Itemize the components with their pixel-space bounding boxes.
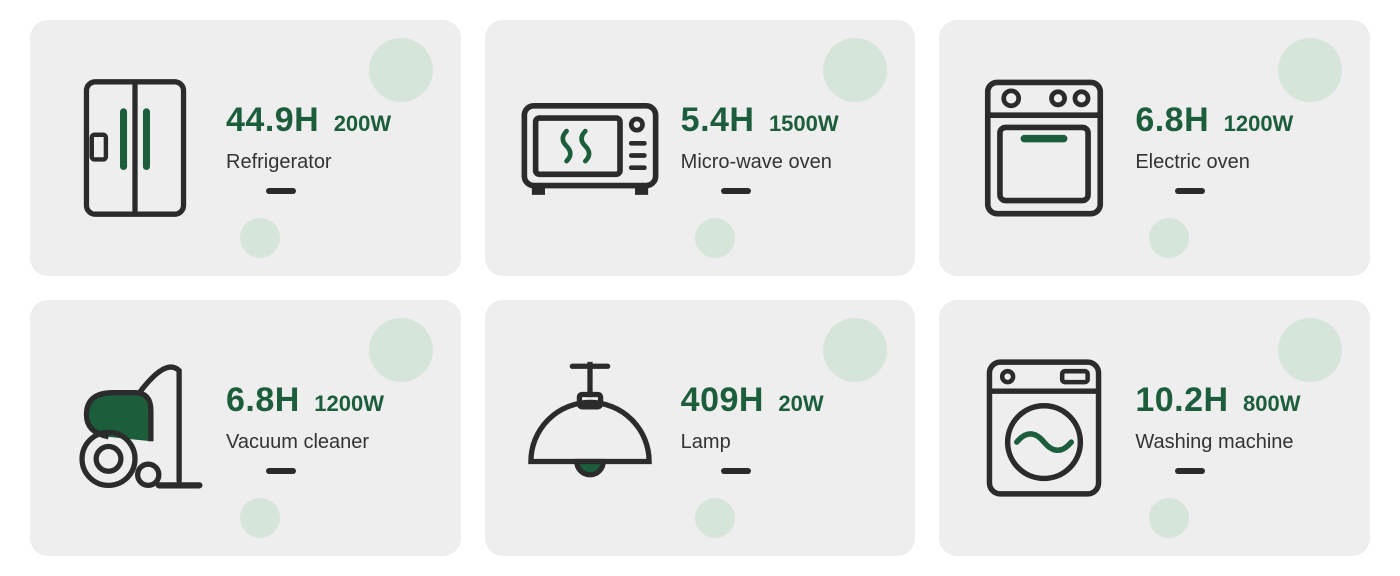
washing-machine-icon bbox=[959, 343, 1129, 513]
watts-value: 20W bbox=[778, 391, 823, 416]
decor-circle bbox=[695, 498, 735, 538]
decor-circle bbox=[369, 318, 433, 382]
card-info: 5.4H 1500W Micro-wave oven bbox=[675, 103, 896, 194]
lamp-icon bbox=[505, 343, 675, 513]
underline-dash bbox=[721, 188, 751, 194]
hours-value: 409H bbox=[681, 381, 764, 419]
decor-circle bbox=[369, 38, 433, 102]
decor-circle bbox=[1149, 498, 1189, 538]
appliance-grid: 44.9H 200W Refrigerator bbox=[30, 20, 1370, 556]
appliance-label: Washing machine bbox=[1135, 431, 1293, 454]
stats-line: 409H 20W bbox=[681, 383, 824, 417]
card-refrigerator: 44.9H 200W Refrigerator bbox=[30, 20, 461, 276]
card-info: 44.9H 200W Refrigerator bbox=[220, 103, 441, 194]
decor-circle bbox=[695, 218, 735, 258]
microwave-icon bbox=[505, 63, 675, 233]
stats-line: 6.8H 1200W bbox=[226, 383, 384, 417]
decor-circle bbox=[823, 318, 887, 382]
stats-line: 5.4H 1500W bbox=[681, 103, 839, 137]
decor-circle bbox=[1278, 318, 1342, 382]
card-electric-oven: 6.8H 1200W Electric oven bbox=[939, 20, 1370, 276]
card-vacuum: 6.8H 1200W Vacuum cleaner bbox=[30, 300, 461, 556]
appliance-label: Vacuum cleaner bbox=[226, 431, 369, 454]
card-lamp: 409H 20W Lamp bbox=[485, 300, 916, 556]
refrigerator-icon bbox=[50, 63, 220, 233]
electric-oven-icon bbox=[959, 63, 1129, 233]
watts-value: 1500W bbox=[769, 111, 839, 136]
decor-circle bbox=[1149, 218, 1189, 258]
hours-value: 44.9H bbox=[226, 101, 319, 139]
hours-value: 10.2H bbox=[1135, 381, 1228, 419]
underline-dash bbox=[266, 188, 296, 194]
card-microwave: 5.4H 1500W Micro-wave oven bbox=[485, 20, 916, 276]
card-info: 10.2H 800W Washing machine bbox=[1129, 383, 1350, 474]
card-washing-machine: 10.2H 800W Washing machine bbox=[939, 300, 1370, 556]
decor-circle bbox=[823, 38, 887, 102]
watts-value: 1200W bbox=[314, 391, 384, 416]
hours-value: 5.4H bbox=[681, 101, 755, 139]
appliance-label: Electric oven bbox=[1135, 151, 1250, 174]
appliance-label: Refrigerator bbox=[226, 151, 332, 174]
watts-value: 1200W bbox=[1224, 111, 1294, 136]
underline-dash bbox=[266, 468, 296, 474]
decor-circle bbox=[240, 218, 280, 258]
underline-dash bbox=[1175, 468, 1205, 474]
appliance-label: Micro-wave oven bbox=[681, 151, 832, 174]
stats-line: 6.8H 1200W bbox=[1135, 103, 1293, 137]
card-info: 6.8H 1200W Vacuum cleaner bbox=[220, 383, 441, 474]
decor-circle bbox=[1278, 38, 1342, 102]
underline-dash bbox=[721, 468, 751, 474]
stats-line: 44.9H 200W bbox=[226, 103, 391, 137]
card-info: 6.8H 1200W Electric oven bbox=[1129, 103, 1350, 194]
hours-value: 6.8H bbox=[226, 381, 300, 419]
hours-value: 6.8H bbox=[1135, 101, 1209, 139]
stats-line: 10.2H 800W bbox=[1135, 383, 1300, 417]
watts-value: 200W bbox=[334, 111, 391, 136]
vacuum-icon bbox=[50, 343, 220, 513]
card-info: 409H 20W Lamp bbox=[675, 383, 896, 474]
decor-circle bbox=[240, 498, 280, 538]
underline-dash bbox=[1175, 188, 1205, 194]
watts-value: 800W bbox=[1243, 391, 1300, 416]
appliance-label: Lamp bbox=[681, 431, 731, 454]
